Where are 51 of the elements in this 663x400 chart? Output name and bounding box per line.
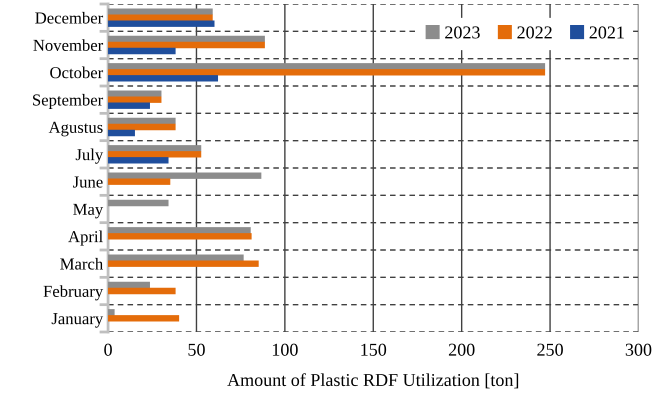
bar xyxy=(108,102,150,109)
y-tick-label: March xyxy=(60,258,103,270)
y-tick-label: July xyxy=(76,148,104,164)
y-tick-label: November xyxy=(33,39,104,51)
bar xyxy=(108,130,135,136)
x-axis-title: Amount of Plastic RDF Utilization [ton] xyxy=(227,373,518,388)
bar xyxy=(108,42,265,48)
bar xyxy=(108,282,150,288)
bar xyxy=(108,254,244,261)
bar xyxy=(108,233,252,240)
y-tick-label: May xyxy=(73,204,104,218)
legend-label: 2021 xyxy=(590,26,624,39)
bar xyxy=(108,90,162,97)
bar xyxy=(108,227,251,234)
y-tick-label: October xyxy=(50,66,104,78)
x-tick-label: 100 xyxy=(272,344,298,356)
bar xyxy=(108,36,265,42)
bar xyxy=(108,96,162,103)
y-tick-label: January xyxy=(52,313,104,328)
x-tick-label: 0 xyxy=(104,344,112,356)
x-tick-label: 50 xyxy=(188,344,205,356)
bar xyxy=(108,145,202,152)
bar xyxy=(108,14,213,21)
bar xyxy=(108,69,546,76)
bar xyxy=(108,172,262,179)
bar xyxy=(108,63,546,70)
legend-label: 2022 xyxy=(517,26,552,39)
bar xyxy=(108,157,169,164)
y-tick-label: December xyxy=(35,12,104,24)
bar xyxy=(108,48,176,54)
bar xyxy=(108,118,176,124)
y-tick-label: June xyxy=(73,176,103,188)
x-tick-label: 200 xyxy=(448,344,475,356)
y-tick-label: Agustus xyxy=(48,122,103,136)
y-tick-label: September xyxy=(33,94,104,109)
x-tick-label: 300 xyxy=(626,344,652,356)
bar xyxy=(108,200,169,206)
bar xyxy=(108,288,176,294)
bar xyxy=(108,151,202,158)
y-tick-label: February xyxy=(44,285,104,300)
bar xyxy=(108,260,259,267)
bar xyxy=(108,75,218,82)
x-tick-label: 250 xyxy=(537,344,563,356)
bar xyxy=(108,20,214,27)
bar xyxy=(108,178,170,185)
bar xyxy=(108,8,213,15)
x-tick-label: 150 xyxy=(361,344,386,356)
bar xyxy=(108,124,176,130)
legend-label: 2023 xyxy=(445,26,480,39)
bar xyxy=(108,315,180,322)
y-tick-label: April xyxy=(68,230,103,246)
